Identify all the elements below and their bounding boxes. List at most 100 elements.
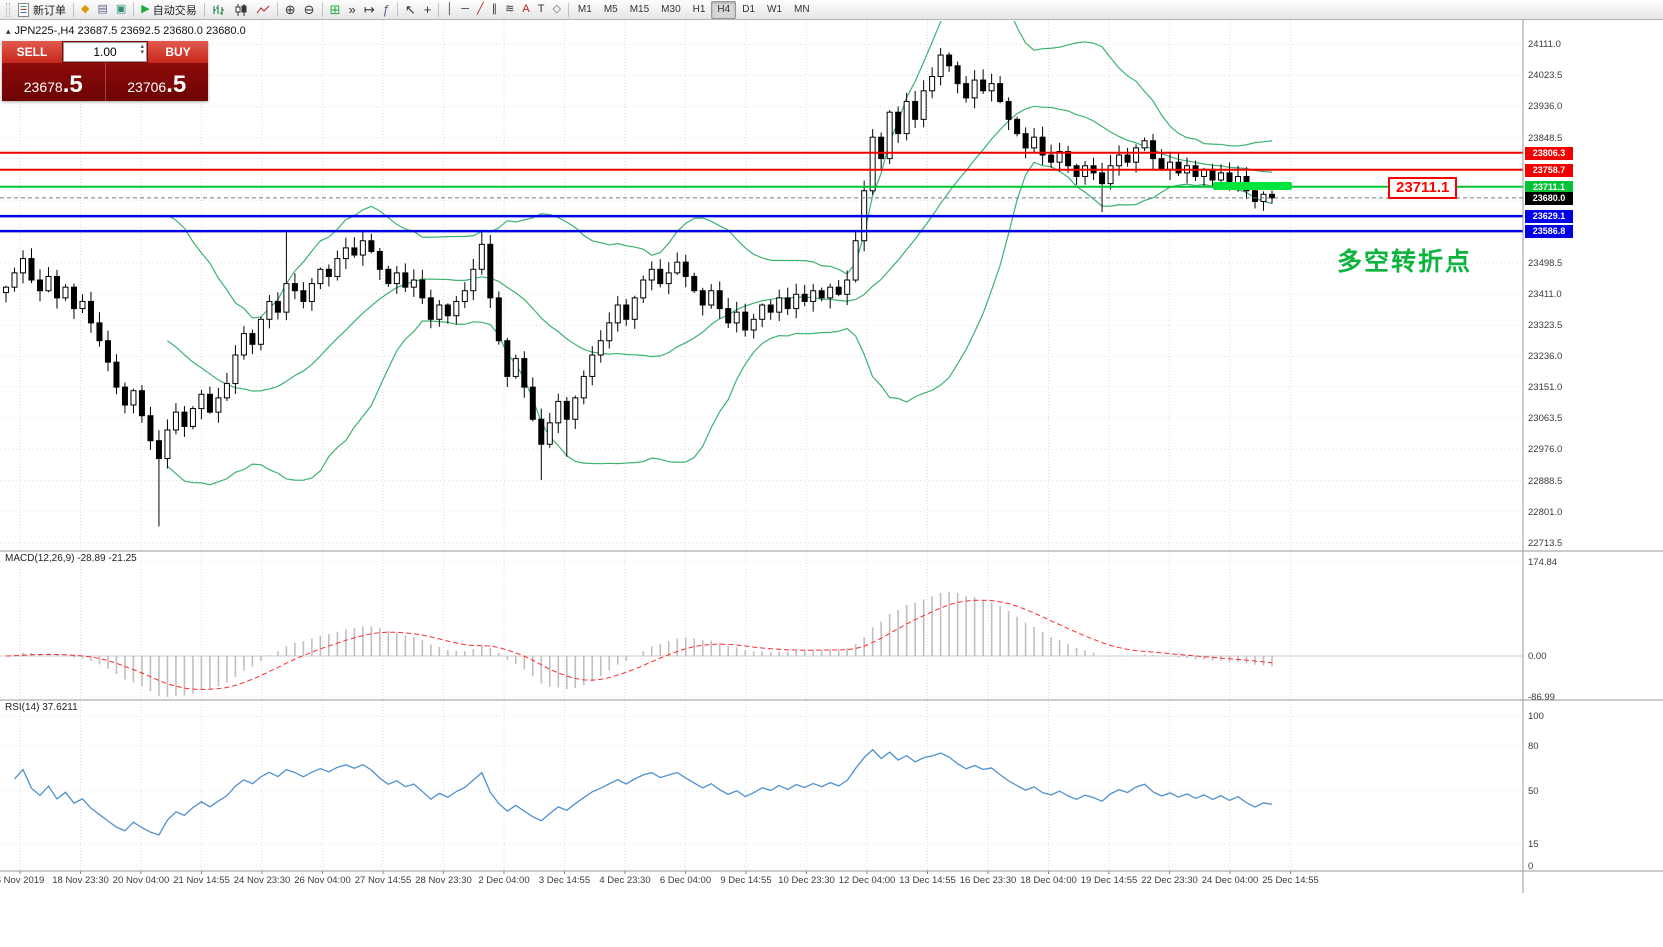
price-level-label: 23711.1: [1525, 180, 1573, 194]
timeframe-button-h4[interactable]: H4: [711, 0, 737, 19]
timeframe-button-m1[interactable]: M1: [577, 4, 592, 15]
time-axis-label: 24 Nov 23:30: [233, 875, 291, 886]
volume-up-button[interactable]: ▴: [140, 43, 144, 50]
bar-chart-button[interactable]: [208, 1, 230, 19]
navigator-icon: ▤: [97, 3, 108, 15]
navigator-button[interactable]: ▤: [93, 1, 111, 19]
timeframe-button-h1[interactable]: H1: [692, 4, 706, 15]
trendline-icon: ╱: [477, 3, 484, 15]
one-click-trading-panel: SELL 1.00 ▴ ▾ BUY 23678.5 23706.5: [2, 41, 208, 101]
price-axis-label: 24111.0: [1528, 39, 1561, 50]
market-watch-button[interactable]: ◆: [77, 1, 93, 19]
toolbar-separator: [438, 2, 440, 17]
timeframe-button-m5[interactable]: M5: [603, 4, 618, 15]
time-axis-label: 3 Dec 14:55: [538, 875, 591, 886]
macd-axis-label: 174.84: [1528, 557, 1558, 568]
time-axis[interactable]: 5 Nov 2019 18 Nov 23:30 20 Nov 04:00 21 Nov…: [0, 871, 1523, 893]
zoom-in-button[interactable]: ⊕: [281, 1, 300, 19]
timeframe-button-m15[interactable]: M15: [629, 4, 650, 15]
time-axis-label: 19 Dec 14:55: [1080, 875, 1138, 886]
buy-price-main: 23706: [127, 79, 167, 95]
vertical-line-button[interactable]: │: [442, 1, 457, 19]
price-axis-label: 23498.5: [1528, 257, 1563, 269]
macd-label: MACD(12,26,9) -28.89 -21.25: [5, 553, 137, 564]
price-level-label: 23586.8: [1525, 225, 1573, 239]
chart-shift-button[interactable]: ↦: [360, 1, 379, 19]
indicators-button[interactable]: ƒ: [379, 1, 394, 19]
new-order-icon: [18, 2, 29, 17]
volume-down-button[interactable]: ▾: [140, 49, 144, 56]
price-axis-label: 23936.0: [1528, 101, 1563, 113]
rsi-axis-label: 50: [1528, 786, 1539, 797]
shapes-button[interactable]: ◇: [548, 1, 564, 19]
toolbar-separator: [203, 2, 205, 17]
auto-scroll-button[interactable]: »: [344, 1, 359, 19]
candlestick-chart-button[interactable]: [230, 1, 252, 19]
bar-chart-icon: [213, 4, 224, 15]
new-order-button[interactable]: 新订单: [14, 1, 70, 19]
symbol-marker-icon: ▴: [6, 25, 11, 36]
time-axis-label: 21 Nov 14:55: [173, 875, 230, 886]
trendline-button[interactable]: ╱: [473, 1, 488, 19]
fibonacci-button[interactable]: ≋: [501, 1, 518, 19]
autotrade-play-icon: ▶: [141, 3, 150, 15]
market-watch-icon: ◆: [81, 3, 90, 15]
zoom-out-button[interactable]: ⊖: [300, 1, 319, 19]
autotrade-button[interactable]: ▶ 自动交易: [137, 1, 200, 19]
macd-axis-label: -86.99: [1528, 692, 1555, 703]
volume-value[interactable]: 1.00: [93, 45, 117, 59]
toolbar-separator: [321, 2, 323, 17]
channel-button[interactable]: ∥: [488, 1, 502, 19]
cursor-button[interactable]: ↖: [401, 1, 420, 19]
sell-button[interactable]: SELL: [2, 41, 62, 63]
price-axis-label: 23411.0: [1528, 288, 1562, 300]
buy-button[interactable]: BUY: [148, 41, 208, 63]
zoom-in-icon: ⊕: [284, 2, 296, 17]
buy-price-button[interactable]: 23706.5: [106, 63, 209, 101]
toolbar-separator: [396, 2, 398, 17]
time-axis-label: 25 Dec 14:55: [1262, 875, 1319, 886]
rsi-axis-label: 15: [1528, 838, 1539, 850]
time-axis-label: 10 Dec 23:30: [778, 875, 835, 886]
rsi-axis-label: 100: [1528, 711, 1544, 722]
chart-shift-icon: ↦: [363, 2, 375, 17]
time-axis-label: 26 Nov 04:00: [294, 875, 351, 886]
sell-price-button[interactable]: 23678.5: [2, 63, 106, 101]
price-axis-label: 22888.5: [1528, 475, 1563, 487]
horizontal-line-button[interactable]: ─: [457, 1, 473, 19]
time-axis-label: 27 Nov 14:55: [354, 875, 412, 886]
time-axis-label: 22 Dec 23:30: [1141, 875, 1198, 886]
sell-price-frac: .5: [62, 71, 83, 98]
label-icon: T: [537, 3, 545, 15]
toolbar-separator: [73, 2, 74, 17]
label-button[interactable]: T: [534, 1, 549, 19]
pivot-price-callout[interactable]: 23711.1: [1388, 177, 1458, 199]
new-order-label: 新订单: [33, 4, 66, 17]
vertical-line-icon: │: [446, 3, 454, 15]
pivot-annotation-text[interactable]: 多空转折点: [1337, 248, 1473, 276]
volume-field[interactable]: 1.00 ▴ ▾: [63, 42, 147, 62]
line-chart-button[interactable]: [252, 1, 274, 19]
time-axis-label: 12 Dec 04:00: [838, 875, 896, 886]
pivot-highlight-line[interactable]: [1213, 182, 1292, 190]
toolbar-separator: [567, 2, 569, 17]
time-axis-label: 13 Dec 14:55: [899, 875, 956, 886]
timeframe-button-m30[interactable]: M30: [661, 4, 681, 15]
price-axis[interactable]: 24111.024023.523936.023848.523761.023673…: [1523, 20, 1663, 893]
crosshair-button[interactable]: +: [420, 1, 436, 19]
terminal-button[interactable]: ▣: [112, 1, 130, 19]
price-level-label: 23806.3: [1525, 146, 1573, 160]
timeframe-button-d1[interactable]: D1: [742, 4, 756, 15]
autotrade-label: 自动交易: [152, 4, 197, 17]
time-axis-label: 20 Nov 04:00: [112, 875, 170, 886]
timeframe-button-mn[interactable]: MN: [794, 4, 810, 15]
price-axis-label: 23848.5: [1528, 132, 1563, 144]
timeframe-button-w1[interactable]: W1: [767, 4, 783, 15]
main-toolbar: 新订单 ◆ ▤ ▣ ▶ 自动交易 ⊕ ⊖ ⊞ » ↦ ƒ ↖ + │: [0, 0, 1663, 20]
price-axis-label: 23151.0: [1528, 381, 1563, 393]
price-level-label: 23680.0: [1525, 191, 1573, 205]
tile-windows-button[interactable]: ⊞: [326, 1, 345, 19]
text-button[interactable]: A: [518, 1, 533, 19]
